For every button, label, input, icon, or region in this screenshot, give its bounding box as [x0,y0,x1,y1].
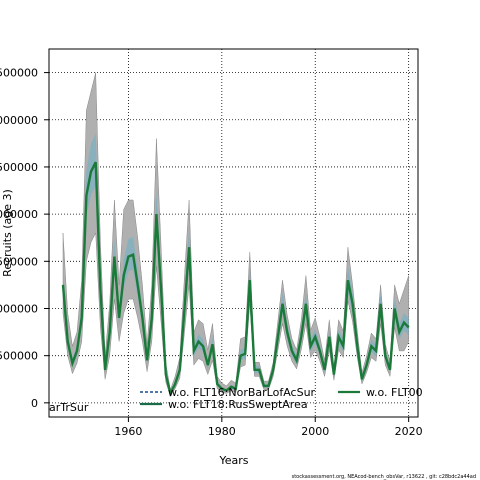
legend-label: w.o. FLT18:RusSweptArea [168,398,308,411]
plot-frame [48,48,419,418]
y-tick-label: 2500000 [0,161,38,174]
x-axis-title: Years [218,454,248,467]
y-tick-label: 500000 [0,350,38,363]
legend-label: w.o. FLT16:NorBarLofAcSur [168,386,316,399]
y-tick-label: 3000000 [0,114,38,127]
x-tick-label: 2000 [301,425,329,438]
y-tick-label: 1500000 [0,255,38,268]
legend-label: arTrSur [49,401,89,414]
y-axis: 0 500000 1000000 1500000 2000000 2500000 30000… [0,67,49,410]
x-axis: 1960 1980 2000 2020 [114,417,423,438]
y-tick-label: 2000000 [0,208,38,221]
plot-background [49,49,418,417]
y-tick-label: 3500000 [0,67,38,80]
x-tick-label: 1980 [208,425,236,438]
y-tick-label: 0 [31,397,38,410]
footer-text: stockassessment.org, NEAcod-bench_obsVar… [292,474,476,480]
x-tick-label: 1960 [114,425,142,438]
inner-confidence-band [63,133,409,395]
x-tick-label: 2020 [395,425,423,438]
y-tick-label: 1000000 [0,302,38,315]
series-line [61,161,410,397]
y-axis-title: Recruits (age 3) [1,189,14,277]
legend-label: w.o. FLT00 [366,386,423,399]
series-line-layer [61,161,410,397]
